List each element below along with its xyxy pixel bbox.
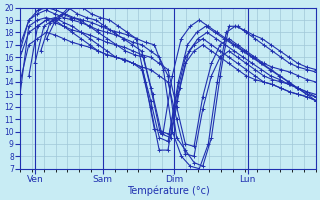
X-axis label: Température (°c): Température (°c) [127, 185, 209, 196]
